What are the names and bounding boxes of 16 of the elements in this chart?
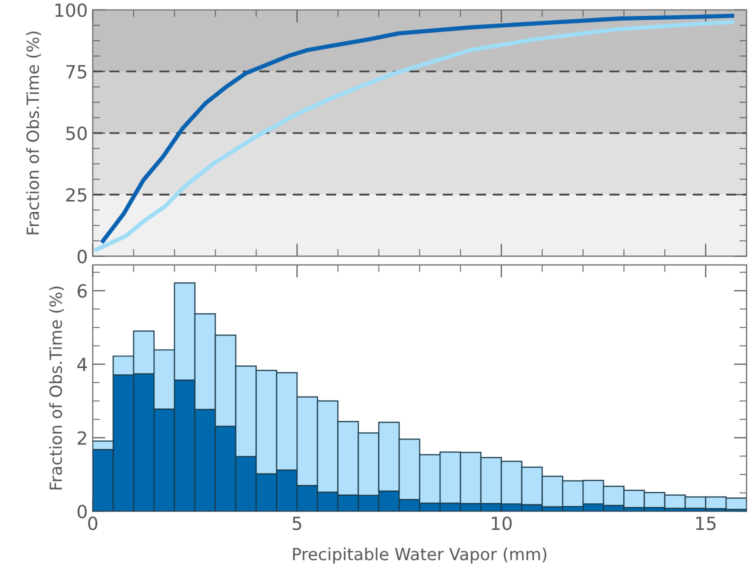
y-tick-label: 0	[78, 250, 87, 264]
y-tick-label: 2	[78, 431, 86, 445]
x-tick-label: 10	[492, 516, 512, 530]
y-tick-label: 25	[66, 188, 86, 202]
y-tick-label: 50	[66, 126, 87, 140]
x-axis-title: Precipitable Water Vapor (mm)	[293, 548, 546, 564]
y-axis-title: Fraction of Obs.Time (%)	[26, 32, 42, 234]
y-axis-title: Fraction of Obs.Time (%)	[49, 286, 64, 490]
x-tick-label: 5	[292, 516, 302, 530]
x-tick-label: 15	[696, 516, 716, 530]
y-tick-label: 100	[55, 3, 87, 17]
y-tick-label: 6	[78, 284, 87, 298]
y-tick-label: 4	[77, 358, 87, 372]
y-tick-label: 75	[66, 65, 86, 79]
y-tick-label: 0	[78, 504, 87, 518]
x-tick-label: 0	[88, 516, 98, 530]
